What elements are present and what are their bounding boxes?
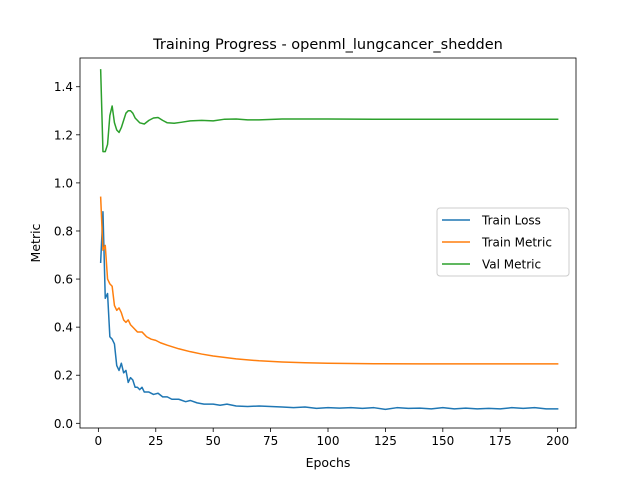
legend-label: Train Loss [481, 214, 541, 228]
chart-title: Training Progress - openml_lungcancer_sh… [152, 37, 503, 53]
y-tick-label: 0.8 [54, 224, 73, 238]
legend-box [436, 207, 570, 277]
series-line-train-loss [99, 211, 559, 411]
y-tick-label: 0.2 [54, 369, 73, 383]
x-tick-label: 25 [148, 434, 163, 448]
x-tick-label: 50 [206, 434, 221, 448]
legend: Train Loss Train Metric Val Metric [436, 207, 570, 277]
series-line-train-metric [99, 196, 559, 365]
legend-label: Train Metric [481, 236, 552, 250]
x-tick-label: 75 [263, 434, 278, 448]
y-tick-label: 1.0 [54, 176, 73, 190]
series-line-val-metric [99, 69, 559, 153]
y-tick-label: 1.2 [54, 128, 73, 142]
y-tick-label: 0.0 [54, 417, 73, 431]
x-axis-label: Epochs [306, 455, 351, 470]
x-tick-label: 0 [95, 434, 103, 448]
x-tick-label: 175 [489, 434, 512, 448]
x-tick-label: 200 [546, 434, 569, 448]
series-layer [99, 69, 559, 411]
plot-frame [79, 57, 577, 429]
x-tick-label: 150 [431, 434, 454, 448]
y-axis-label: Metric [28, 223, 43, 262]
x-tick-label: 125 [374, 434, 397, 448]
y-tick-label: 0.6 [54, 273, 73, 287]
x-tick-label: 100 [317, 434, 340, 448]
legend-label: Val Metric [482, 258, 541, 272]
y-tick-label: 0.4 [54, 321, 73, 335]
y-tick-label: 1.4 [54, 80, 73, 94]
x-axis: 0 25 50 75 100 125 150 175 200 [95, 428, 569, 448]
y-axis: 0.0 0.2 0.4 0.6 0.8 1.0 1.2 1.4 [54, 80, 80, 431]
